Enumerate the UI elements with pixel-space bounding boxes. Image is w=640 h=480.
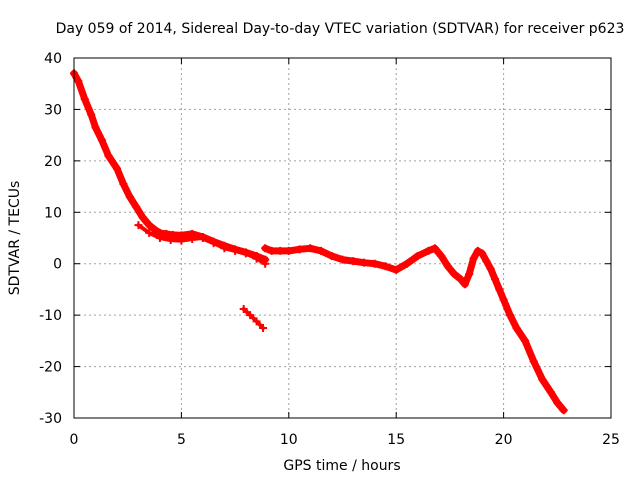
data-point (246, 311, 255, 320)
data-point (97, 136, 106, 145)
data-point (241, 249, 250, 258)
data-point (443, 262, 452, 271)
x-tick-label: 20 (495, 432, 513, 448)
data-point (338, 255, 347, 264)
data-point (402, 259, 411, 268)
data-point (162, 229, 171, 238)
data-point (74, 77, 83, 86)
data-point (252, 317, 261, 326)
data-point (284, 246, 293, 255)
data-point (317, 246, 326, 255)
data-point (91, 123, 100, 132)
data-point (80, 95, 89, 104)
data-point (267, 246, 276, 255)
data-point (119, 180, 128, 188)
data-point (261, 244, 270, 253)
data-point (220, 244, 229, 253)
data-point (198, 234, 207, 242)
data-point (155, 234, 164, 242)
chart-title: Day 059 of 2014, Sidereal Day-to-day VTE… (56, 21, 625, 37)
data-point (450, 270, 459, 278)
series-mid (261, 244, 568, 414)
data-point (491, 275, 500, 284)
data-point (499, 295, 508, 304)
data-point (134, 221, 143, 230)
x-tick-label: 5 (177, 432, 186, 448)
data-point (512, 324, 521, 332)
y-tick-label: 30 (44, 102, 62, 118)
data-point (482, 257, 491, 266)
data-point (370, 259, 379, 268)
data-point (132, 203, 141, 212)
data-point (413, 252, 422, 260)
x-axis-label: GPS time / hours (283, 458, 400, 474)
data-point (125, 192, 134, 201)
y-axis-label: SDTVAR / TECUs (7, 181, 23, 296)
data-point (469, 254, 478, 263)
data-point (276, 246, 285, 255)
series-segment-dip (241, 307, 265, 330)
data-point (231, 246, 240, 255)
data-point (478, 249, 487, 258)
data-point (456, 275, 465, 284)
data-point (473, 246, 482, 255)
data-point (138, 213, 147, 222)
x-tick-label: 10 (280, 432, 298, 448)
data-point (104, 151, 113, 160)
data-point (87, 110, 96, 119)
data-point (261, 259, 270, 268)
x-tick-label: 15 (387, 432, 405, 448)
data-point (424, 246, 433, 255)
series-main (70, 69, 269, 264)
data-point (349, 257, 358, 266)
data-point (177, 236, 186, 245)
data-point (209, 239, 218, 248)
grid-lines (74, 58, 611, 418)
plot-frame (73, 57, 612, 419)
y-tick-label: -20 (39, 360, 62, 376)
data-point (295, 245, 304, 254)
data-point (168, 230, 177, 239)
data-point (460, 280, 469, 289)
data-point (145, 221, 154, 230)
data-point (553, 398, 562, 407)
y-tick-label: 0 (53, 257, 62, 273)
data-point (327, 252, 336, 260)
data-point (521, 336, 530, 345)
ticks (73, 57, 612, 419)
data-point (145, 228, 154, 237)
data-point (430, 244, 439, 253)
y-tick-label: 40 (44, 51, 62, 67)
data-point (506, 311, 515, 320)
data-point (559, 406, 568, 415)
data-point (151, 226, 160, 235)
y-tick-label: -10 (39, 308, 62, 324)
data-point (252, 254, 261, 263)
data-point (306, 244, 315, 253)
data-point (529, 357, 538, 366)
data-point (166, 236, 175, 245)
data-point (495, 285, 504, 294)
data-point (381, 262, 390, 271)
y-tick-labels: -30 -20 -10 0 10 20 30 40 (39, 51, 62, 427)
data-point (188, 235, 197, 244)
y-tick-label: 20 (44, 154, 62, 170)
data-point (392, 265, 401, 274)
y-tick-label: 10 (44, 205, 62, 221)
data-point (465, 270, 474, 278)
data-series (70, 69, 568, 415)
data-point (437, 252, 446, 260)
data-point (259, 324, 268, 332)
data-point (538, 375, 547, 384)
x-tick-labels: 0 5 10 15 20 25 (70, 432, 620, 448)
y-tick-label: -30 (39, 411, 62, 427)
data-point (359, 258, 368, 267)
data-point (112, 164, 121, 173)
x-tick-label: 0 (70, 432, 79, 448)
x-tick-label: 25 (602, 432, 620, 448)
data-point (239, 304, 248, 313)
data-point (486, 264, 495, 273)
data-point (546, 388, 555, 397)
